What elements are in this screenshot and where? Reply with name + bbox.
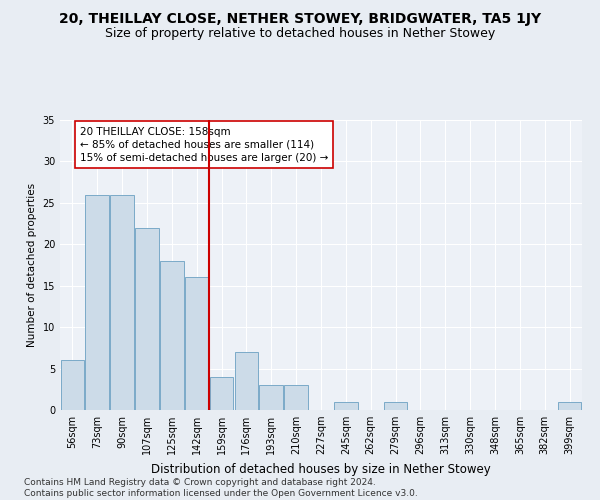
- Y-axis label: Number of detached properties: Number of detached properties: [27, 183, 37, 347]
- Bar: [85, 194, 109, 410]
- Bar: [558, 402, 581, 410]
- X-axis label: Distribution of detached houses by size in Nether Stowey: Distribution of detached houses by size …: [151, 462, 491, 475]
- Bar: [160, 261, 184, 410]
- Bar: [334, 402, 358, 410]
- Bar: [110, 194, 134, 410]
- Bar: [185, 278, 209, 410]
- Bar: [135, 228, 159, 410]
- Text: Contains HM Land Registry data © Crown copyright and database right 2024.
Contai: Contains HM Land Registry data © Crown c…: [24, 478, 418, 498]
- Text: Size of property relative to detached houses in Nether Stowey: Size of property relative to detached ho…: [105, 28, 495, 40]
- Bar: [235, 352, 258, 410]
- Text: 20 THEILLAY CLOSE: 158sqm
← 85% of detached houses are smaller (114)
15% of semi: 20 THEILLAY CLOSE: 158sqm ← 85% of detac…: [80, 126, 328, 163]
- Bar: [259, 385, 283, 410]
- Bar: [210, 377, 233, 410]
- Bar: [61, 360, 84, 410]
- Bar: [284, 385, 308, 410]
- Text: 20, THEILLAY CLOSE, NETHER STOWEY, BRIDGWATER, TA5 1JY: 20, THEILLAY CLOSE, NETHER STOWEY, BRIDG…: [59, 12, 541, 26]
- Bar: [384, 402, 407, 410]
